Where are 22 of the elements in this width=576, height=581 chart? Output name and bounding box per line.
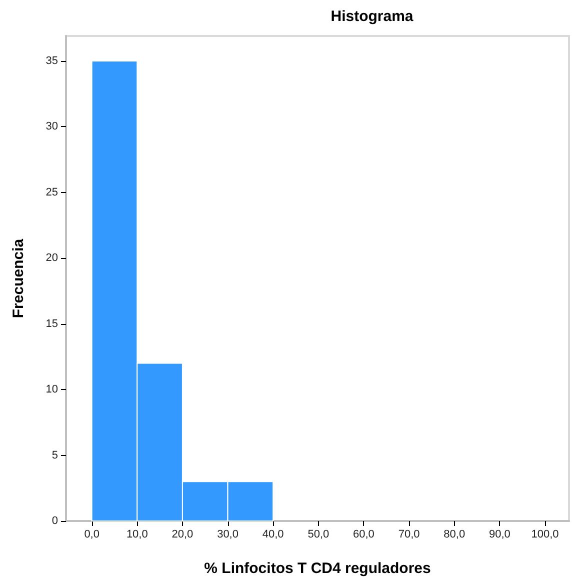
y-tick-label: 10 <box>46 384 58 396</box>
y-tick-label: 35 <box>46 54 58 67</box>
y-tick-label: 15 <box>46 318 58 330</box>
x-tick-label: 60,0 <box>353 528 374 540</box>
chart-title: Histograma <box>330 8 414 25</box>
x-tick-label: 10,0 <box>126 528 148 540</box>
x-axis-title: % Linfocitos T CD4 reguladores <box>204 560 431 577</box>
x-tick-label: 30,0 <box>217 528 238 540</box>
y-tick-label: 0 <box>52 515 58 527</box>
y-tick-label: 25 <box>46 186 58 198</box>
x-tick-label: 0,0 <box>84 528 100 540</box>
y-tick-label: 5 <box>52 449 58 462</box>
x-tick-label: 40,0 <box>262 528 284 540</box>
y-tick-label: 30 <box>46 120 58 133</box>
x-tick-label: 90,0 <box>488 528 510 540</box>
x-tick-label: 100,0 <box>531 528 559 540</box>
x-tick-label: 80,0 <box>444 528 466 540</box>
x-tick-label: 50,0 <box>308 528 330 540</box>
x-tick-label: 70,0 <box>398 528 420 540</box>
x-tick-label: 20,0 <box>172 528 194 540</box>
y-tick-label: 20 <box>46 252 58 264</box>
y-axis-title: Frecuencia <box>10 238 27 318</box>
